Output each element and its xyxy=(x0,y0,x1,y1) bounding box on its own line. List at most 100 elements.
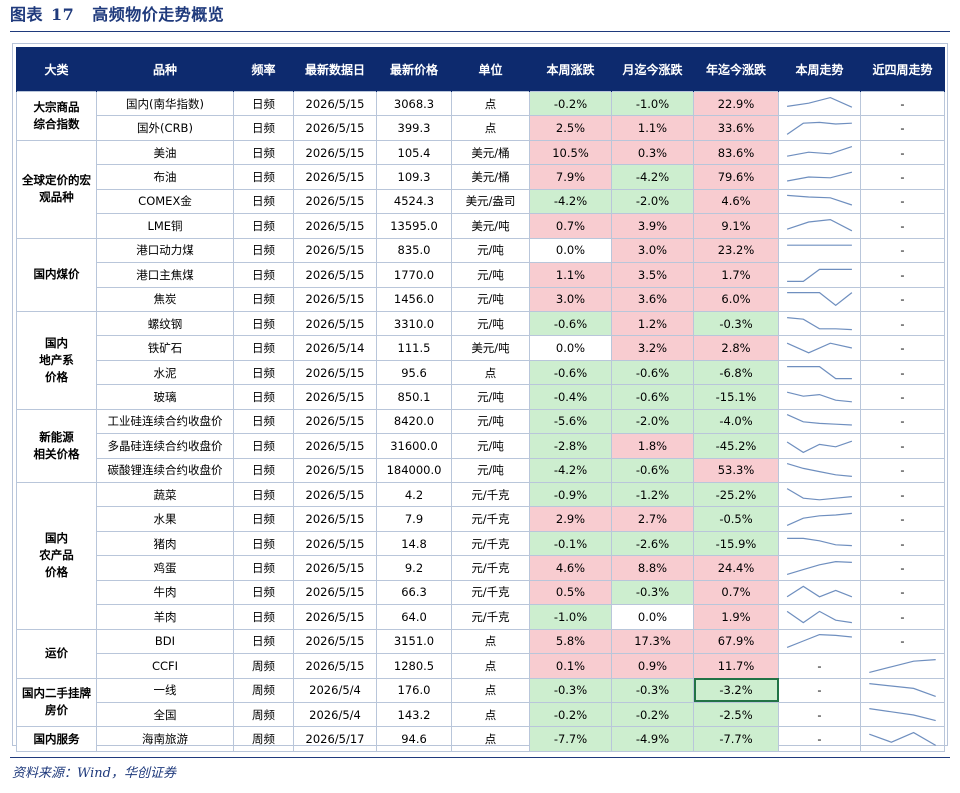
weekly-change-cell: 0.5% xyxy=(529,579,612,606)
sparkline-line xyxy=(786,463,852,478)
mtd-change-cell: -1.2% xyxy=(611,481,694,508)
unit-cell: 美元/盎司 xyxy=(451,188,530,215)
mtd-change-cell: 3.5% xyxy=(611,262,694,288)
frequency-cell: 日频 xyxy=(233,481,294,508)
four-week-trend-cell xyxy=(860,677,945,703)
item-cell: 猪肉 xyxy=(96,530,234,557)
sparkline-line xyxy=(786,414,852,427)
ytd-change-cell: 11.7% xyxy=(693,653,779,679)
item-cell: 国外(CRB) xyxy=(96,115,234,141)
unit-cell: 美元/吨 xyxy=(451,335,530,361)
sparkline-line xyxy=(786,512,852,527)
unit-cell: 点 xyxy=(451,115,530,141)
sparkline-line xyxy=(786,391,852,403)
frequency-cell: 日频 xyxy=(233,457,294,484)
unit-cell: 美元/桶 xyxy=(451,164,530,190)
sparkline-chart xyxy=(787,365,852,379)
mtd-change-cell: 1.8% xyxy=(611,433,694,459)
price-cell: 95.6 xyxy=(376,359,452,386)
unit-cell: 点 xyxy=(451,701,530,728)
four-week-trend-cell: - xyxy=(860,555,945,581)
price-cell: 399.3 xyxy=(376,115,452,141)
col-header-latest-price: 最新价格 xyxy=(376,47,452,92)
frequency-cell: 周频 xyxy=(233,701,294,728)
unit-cell: 元/吨 xyxy=(451,384,530,410)
weekly-trend-cell xyxy=(778,579,861,606)
ytd-change-cell: 1.7% xyxy=(693,262,779,288)
ytd-change-cell: -0.3% xyxy=(693,310,779,337)
weekly-trend-cell xyxy=(778,530,861,557)
four-week-trend-cell: - xyxy=(860,506,945,532)
table-row: 猪肉 日频 2026/5/15 14.8 元/千克 -0.1% -2.6% -15.9% - xyxy=(17,530,945,557)
item-cell: 鸡蛋 xyxy=(96,555,234,581)
table-row: 鸡蛋 日频 2026/5/15 9.2 元/千克 4.6% 8.8% 24.4% - xyxy=(17,555,945,581)
four-week-trend-cell: - xyxy=(860,384,945,410)
weekly-trend-cell xyxy=(778,384,861,410)
sparkline-line xyxy=(787,96,853,108)
table-row: 国外(CRB) 日频 2026/5/15 399.3 点 2.5% 1.1% 33.6% - xyxy=(17,115,945,141)
weekly-change-cell: 2.9% xyxy=(529,506,612,532)
sparkline-chart xyxy=(786,586,853,598)
weekly-trend-cell xyxy=(778,262,861,288)
date-cell: 2026/5/4 xyxy=(293,677,377,703)
date-cell: 2026/5/15 xyxy=(293,506,377,532)
mtd-change-cell: 1.1% xyxy=(611,115,694,141)
unit-cell: 元/吨 xyxy=(451,286,530,312)
sparkline-chart xyxy=(787,96,853,108)
frequency-cell: 日频 xyxy=(233,286,294,312)
mtd-change-cell: -0.6% xyxy=(611,384,694,410)
sparkline-line xyxy=(869,683,936,698)
date-cell: 2026/5/15 xyxy=(293,115,377,141)
date-cell: 2026/5/15 xyxy=(293,384,377,410)
unit-cell: 点 xyxy=(451,726,530,752)
ytd-change-cell: 9.1% xyxy=(693,213,779,239)
ytd-change-cell: 79.6% xyxy=(693,164,779,190)
sparkline-line xyxy=(786,342,853,354)
price-cell: 3151.0 xyxy=(376,628,452,655)
price-cell: 66.3 xyxy=(376,579,452,606)
date-cell: 2026/5/15 xyxy=(293,408,377,435)
ytd-change-cell: 2.8% xyxy=(693,335,779,361)
weekly-trend-cell xyxy=(778,481,861,508)
date-cell: 2026/5/15 xyxy=(293,262,377,288)
weekly-trend-cell xyxy=(778,628,861,655)
four-week-trend-cell: - xyxy=(860,115,945,141)
mtd-change-cell: -0.2% xyxy=(611,701,694,728)
weekly-change-cell: 2.5% xyxy=(529,115,612,141)
four-week-trend-cell: - xyxy=(860,188,945,215)
ytd-change-cell: -25.2% xyxy=(693,481,779,508)
price-cell: 4.2 xyxy=(376,481,452,508)
ytd-change-cell: 67.9% xyxy=(693,628,779,655)
category-cell: 国内 农产品 价格 xyxy=(16,482,97,630)
frequency-cell: 日频 xyxy=(233,90,294,117)
col-header-four-week-trend: 近四周走势 xyxy=(860,47,945,92)
table-row: 全国 周频 2026/5/4 143.2 点 -0.2% -0.2% -2.5% - xyxy=(17,701,945,728)
category-cell: 国内服务 xyxy=(16,726,97,752)
date-cell: 2026/5/15 xyxy=(293,579,377,606)
col-header-item: 品种 xyxy=(96,47,234,92)
unit-cell: 元/吨 xyxy=(451,310,530,337)
price-cell: 31600.0 xyxy=(376,433,452,459)
table-row: 碳酸锂连续合约收盘价 日频 2026/5/15 184000.0 元/吨 -4.2% -0.… xyxy=(17,457,945,484)
price-cell: 1280.5 xyxy=(376,653,452,679)
ytd-change-cell[interactable]: -3.2% xyxy=(693,677,779,703)
mtd-change-cell: 0.0% xyxy=(611,604,694,630)
weekly-trend-cell xyxy=(778,433,861,459)
price-cell: 94.6 xyxy=(376,726,452,752)
weekly-trend-cell xyxy=(778,506,861,532)
figure-title-text: 高频物价走势概览 xyxy=(92,5,225,24)
four-week-trend-cell xyxy=(860,653,945,679)
date-cell: 2026/5/15 xyxy=(293,457,377,484)
four-week-trend-cell xyxy=(860,701,945,728)
ytd-change-cell: -4.0% xyxy=(693,408,779,435)
unit-cell: 元/千克 xyxy=(451,604,530,630)
ytd-change-cell: 1.9% xyxy=(693,604,779,630)
sparkline-line xyxy=(787,195,853,207)
col-header-mtd-change: 月迄今涨跌 xyxy=(611,47,694,92)
ytd-change-cell: -7.7% xyxy=(693,726,779,752)
weekly-change-cell: 0.0% xyxy=(529,237,612,264)
price-cell: 184000.0 xyxy=(376,457,452,484)
ytd-change-cell: -45.2% xyxy=(693,433,779,459)
item-cell: 港口动力煤 xyxy=(96,237,234,264)
four-week-trend-cell: - xyxy=(860,310,945,337)
